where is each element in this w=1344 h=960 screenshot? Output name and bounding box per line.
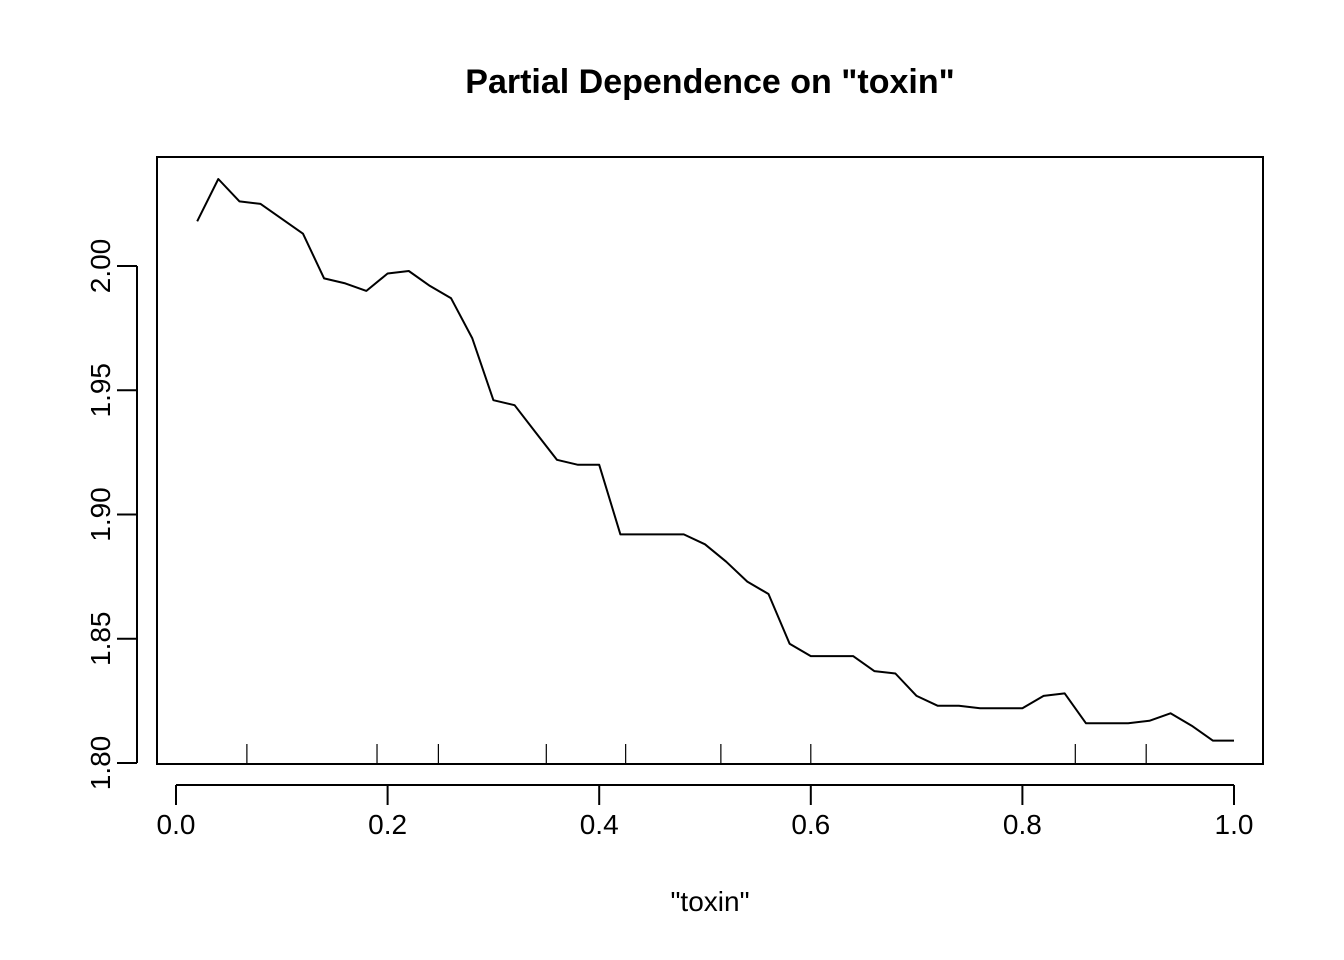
x-axis: 0.0 0.2 0.4 0.6 0.8 1.0: [157, 784, 1254, 840]
x-tick-label: 0.0: [157, 809, 196, 840]
y-tick-label: 2.00: [85, 239, 116, 294]
y-tick-label: 1.80: [85, 736, 116, 791]
x-tick-label: 0.4: [580, 809, 619, 840]
x-axis-label: "toxin": [670, 886, 749, 917]
x-tick-label: 1.0: [1215, 809, 1254, 840]
series-line: [196, 178, 1234, 742]
chart-title: Partial Dependence on "toxin": [465, 63, 954, 101]
y-tick-label: 1.95: [85, 363, 116, 418]
y-tick-label: 1.85: [85, 612, 116, 667]
series-group: [196, 178, 1234, 742]
plot-frame: [156, 156, 1264, 765]
rug-marks: [246, 744, 1147, 764]
y-tick-label: 1.90: [85, 487, 116, 542]
x-tick-label: 0.6: [791, 809, 830, 840]
x-tick-label: 0.8: [1003, 809, 1042, 840]
y-axis: 1.80 1.85 1.90 1.95 2.00: [85, 239, 138, 791]
x-tick-label: 0.2: [368, 809, 407, 840]
